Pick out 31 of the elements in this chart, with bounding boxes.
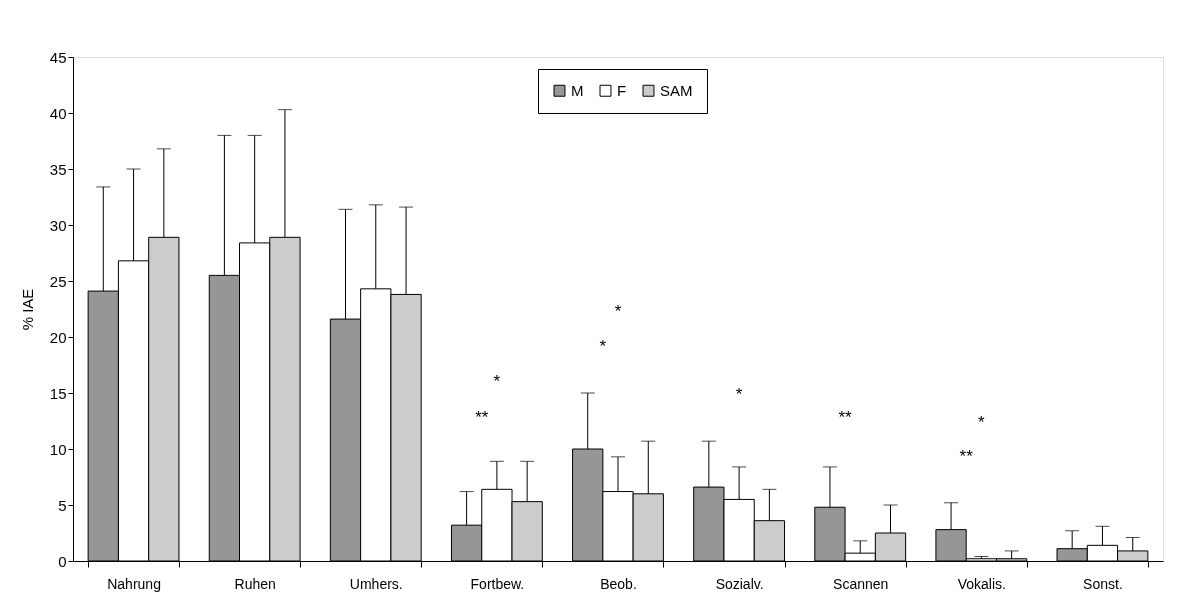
x-tick-label: Scannen bbox=[833, 575, 889, 592]
x-tick-label: Vokalis. bbox=[957, 575, 1006, 592]
y-tick-label: 20 bbox=[49, 328, 67, 346]
legend-label: SAM bbox=[660, 81, 693, 99]
x-tick-label: Sozialv. bbox=[715, 575, 764, 592]
x-tick-label: Ruhen bbox=[234, 575, 276, 592]
annotation: * bbox=[614, 302, 622, 322]
y-axis-title: % IAE bbox=[18, 288, 36, 331]
annotation: * bbox=[978, 413, 986, 433]
annotation: * bbox=[735, 385, 743, 405]
x-tick-label: Umhers. bbox=[349, 575, 403, 592]
annotation: * bbox=[599, 337, 607, 357]
annotation: ** bbox=[838, 407, 853, 427]
y-tick-label: 40 bbox=[49, 104, 67, 122]
legend-label: F bbox=[617, 81, 627, 99]
y-tick-label: 30 bbox=[49, 216, 67, 234]
annotation: * bbox=[493, 371, 501, 391]
annotation: ** bbox=[475, 407, 489, 427]
y-tick-label: 45 bbox=[49, 48, 67, 66]
annotation: ** bbox=[959, 446, 974, 466]
x-tick-label: Sonst. bbox=[1083, 575, 1123, 592]
y-tick-label: 5 bbox=[58, 496, 67, 514]
y-tick-label: 0 bbox=[58, 552, 67, 570]
y-tick-label: 35 bbox=[49, 160, 67, 178]
legend-label: M bbox=[571, 81, 584, 99]
y-tick-label: 25 bbox=[49, 272, 67, 290]
y-tick-label: 10 bbox=[49, 440, 67, 458]
y-tick-label: 15 bbox=[49, 384, 67, 402]
x-tick-label: Fortbew. bbox=[470, 575, 525, 592]
x-tick-label: Beob. bbox=[600, 575, 637, 592]
x-tick-label: Nahrung bbox=[107, 575, 161, 592]
